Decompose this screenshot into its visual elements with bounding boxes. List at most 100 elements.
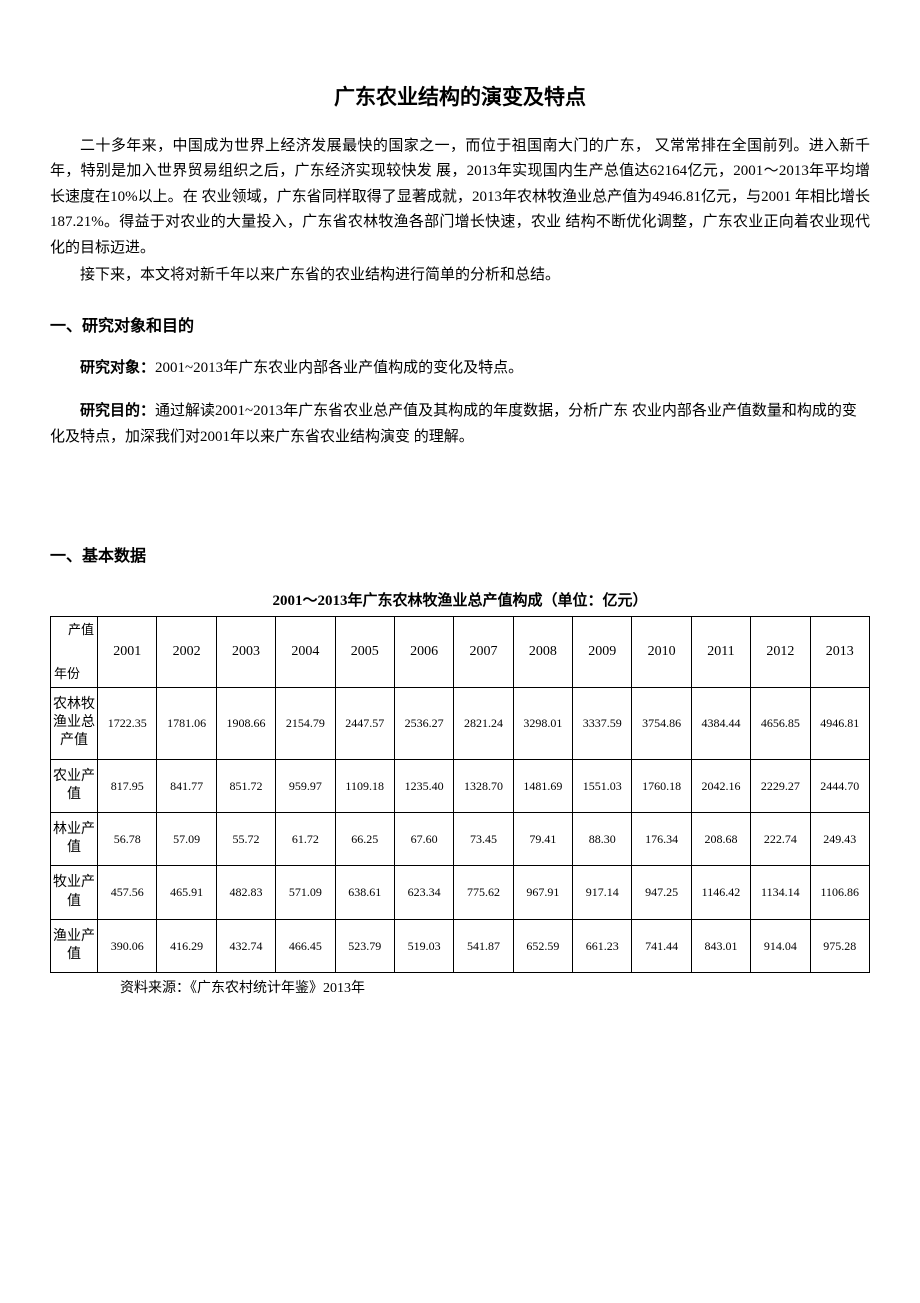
cell-value: 523.79 xyxy=(335,919,394,972)
cell-value: 73.45 xyxy=(454,813,513,866)
cell-value: 914.04 xyxy=(751,919,810,972)
cell-value: 1481.69 xyxy=(513,759,572,812)
cell-value: 1106.86 xyxy=(810,866,870,919)
section-2-heading: 一、基本数据 xyxy=(50,543,870,570)
goal-label: 研究目的： xyxy=(80,403,155,419)
cell-value: 843.01 xyxy=(691,919,750,972)
cell-value: 947.25 xyxy=(632,866,691,919)
cell-value: 249.43 xyxy=(810,813,870,866)
cell-value: 741.44 xyxy=(632,919,691,972)
cell-value: 4384.44 xyxy=(691,688,750,760)
cell-value: 623.34 xyxy=(394,866,453,919)
cell-value: 416.29 xyxy=(157,919,216,972)
cell-value: 1235.40 xyxy=(394,759,453,812)
row-label: 农林牧渔业总产值 xyxy=(51,688,98,760)
cell-value: 465.91 xyxy=(157,866,216,919)
corner-top: 产值 xyxy=(68,621,94,639)
cell-value: 432.74 xyxy=(216,919,275,972)
cell-value: 1134.14 xyxy=(751,866,810,919)
cell-value: 79.41 xyxy=(513,813,572,866)
table-row: 渔业产值390.06416.29432.74466.45523.79519.03… xyxy=(51,919,870,972)
cell-value: 88.30 xyxy=(573,813,632,866)
page-title: 广东农业结构的演变及特点 xyxy=(50,80,870,116)
cell-value: 57.09 xyxy=(157,813,216,866)
cell-value: 66.25 xyxy=(335,813,394,866)
cell-value: 4656.85 xyxy=(751,688,810,760)
cell-value: 3337.59 xyxy=(573,688,632,760)
year-header: 2002 xyxy=(157,617,216,688)
cell-value: 2444.70 xyxy=(810,759,870,812)
year-header: 2007 xyxy=(454,617,513,688)
year-header: 2011 xyxy=(691,617,750,688)
cell-value: 1908.66 xyxy=(216,688,275,760)
goal-text: 通过解读2001~2013年广东省农业总产值及其构成的年度数据，分析广东 农业内… xyxy=(50,403,857,445)
year-header: 2004 xyxy=(276,617,335,688)
data-table: 产值 年份 2001200220032004200520062007200820… xyxy=(50,616,870,973)
corner-cell: 产值 年份 xyxy=(51,617,98,688)
intro-para-1: 二十多年来，中国成为世界上经济发展最快的国家之一，而位于祖国南大门的广东， 又常… xyxy=(50,134,870,262)
cell-value: 390.06 xyxy=(98,919,157,972)
cell-value: 1760.18 xyxy=(632,759,691,812)
table-header-row: 产值 年份 2001200220032004200520062007200820… xyxy=(51,617,870,688)
corner-bottom: 年份 xyxy=(54,665,80,683)
year-header: 2013 xyxy=(810,617,870,688)
cell-value: 1781.06 xyxy=(157,688,216,760)
table-row: 牧业产值457.56465.91482.83571.09638.61623.34… xyxy=(51,866,870,919)
cell-value: 541.87 xyxy=(454,919,513,972)
year-header: 2010 xyxy=(632,617,691,688)
table-row: 林业产值56.7857.0955.7261.7266.2567.6073.457… xyxy=(51,813,870,866)
cell-value: 4946.81 xyxy=(810,688,870,760)
cell-value: 3754.86 xyxy=(632,688,691,760)
cell-value: 2447.57 xyxy=(335,688,394,760)
cell-value: 1722.35 xyxy=(98,688,157,760)
cell-value: 775.62 xyxy=(454,866,513,919)
cell-value: 466.45 xyxy=(276,919,335,972)
cell-value: 975.28 xyxy=(810,919,870,972)
table-row: 农业产值817.95841.77851.72959.971109.181235.… xyxy=(51,759,870,812)
research-goal: 研究目的：通过解读2001~2013年广东省农业总产值及其构成的年度数据，分析广… xyxy=(50,399,870,450)
subject-text: 2001~2013年广东农业内部各业产值构成的变化及特点。 xyxy=(155,360,523,376)
row-label: 农业产值 xyxy=(51,759,98,812)
year-header: 2005 xyxy=(335,617,394,688)
year-header: 2003 xyxy=(216,617,275,688)
cell-value: 967.91 xyxy=(513,866,572,919)
cell-value: 482.83 xyxy=(216,866,275,919)
cell-value: 1328.70 xyxy=(454,759,513,812)
row-label: 渔业产值 xyxy=(51,919,98,972)
cell-value: 222.74 xyxy=(751,813,810,866)
cell-value: 917.14 xyxy=(573,866,632,919)
row-label: 林业产值 xyxy=(51,813,98,866)
cell-value: 3298.01 xyxy=(513,688,572,760)
cell-value: 571.09 xyxy=(276,866,335,919)
cell-value: 208.68 xyxy=(691,813,750,866)
cell-value: 1551.03 xyxy=(573,759,632,812)
cell-value: 56.78 xyxy=(98,813,157,866)
cell-value: 817.95 xyxy=(98,759,157,812)
cell-value: 176.34 xyxy=(632,813,691,866)
research-subject: 研究对象：2001~2013年广东农业内部各业产值构成的变化及特点。 xyxy=(50,356,870,382)
cell-value: 851.72 xyxy=(216,759,275,812)
cell-value: 2154.79 xyxy=(276,688,335,760)
cell-value: 661.23 xyxy=(573,919,632,972)
cell-value: 67.60 xyxy=(394,813,453,866)
cell-value: 457.56 xyxy=(98,866,157,919)
cell-value: 1109.18 xyxy=(335,759,394,812)
cell-value: 638.61 xyxy=(335,866,394,919)
cell-value: 519.03 xyxy=(394,919,453,972)
row-label: 牧业产值 xyxy=(51,866,98,919)
cell-value: 2821.24 xyxy=(454,688,513,760)
intro-para-2: 接下来，本文将对新千年以来广东省的农业结构进行简单的分析和总结。 xyxy=(50,263,870,289)
cell-value: 959.97 xyxy=(276,759,335,812)
cell-value: 61.72 xyxy=(276,813,335,866)
cell-value: 55.72 xyxy=(216,813,275,866)
year-header: 2012 xyxy=(751,617,810,688)
table-source: 资料来源：《广东农村统计年鉴》2013年 xyxy=(50,977,870,1001)
cell-value: 2229.27 xyxy=(751,759,810,812)
cell-value: 2042.16 xyxy=(691,759,750,812)
year-header: 2008 xyxy=(513,617,572,688)
year-header: 2001 xyxy=(98,617,157,688)
section-1-heading: 一、研究对象和目的 xyxy=(50,313,870,340)
table-title: 2001〜2013年广东农林牧渔业总产值构成（单位：亿元） xyxy=(50,589,870,615)
subject-label: 研究对象： xyxy=(80,360,155,376)
table-row: 农林牧渔业总产值1722.351781.061908.662154.792447… xyxy=(51,688,870,760)
